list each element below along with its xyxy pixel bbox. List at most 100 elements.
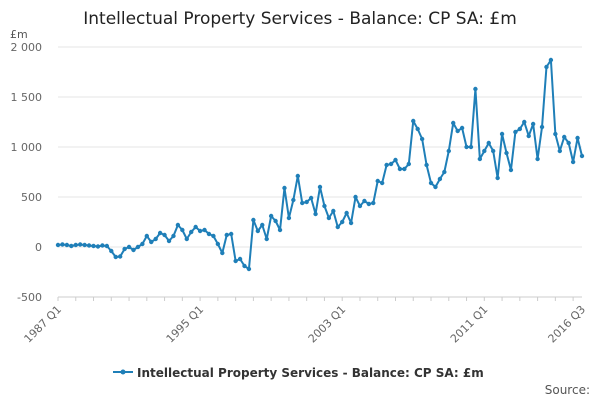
- data-point[interactable]: [424, 162, 429, 168]
- data-point[interactable]: [428, 180, 434, 186]
- data-point[interactable]: [508, 167, 514, 173]
- data-point[interactable]: [144, 233, 150, 239]
- data-point[interactable]: [224, 232, 229, 238]
- data-point[interactable]: [193, 224, 198, 230]
- data-point[interactable]: [86, 243, 92, 248]
- data-point[interactable]: [64, 242, 70, 248]
- data-point[interactable]: [526, 133, 531, 139]
- data-point[interactable]: [109, 248, 114, 254]
- data-point[interactable]: [517, 126, 523, 132]
- data-point[interactable]: [322, 203, 327, 209]
- data-point[interactable]: [482, 148, 487, 154]
- data-point[interactable]: [268, 213, 274, 219]
- data-point[interactable]: [442, 169, 447, 175]
- data-point[interactable]: [113, 254, 118, 260]
- data-point[interactable]: [331, 208, 336, 214]
- data-point[interactable]: [562, 134, 567, 140]
- data-point[interactable]: [468, 144, 474, 150]
- data-point[interactable]: [55, 242, 61, 248]
- data-point[interactable]: [82, 242, 87, 248]
- data-point[interactable]: [384, 162, 389, 168]
- data-point[interactable]: [237, 256, 243, 262]
- data-point[interactable]: [171, 233, 176, 239]
- data-point[interactable]: [575, 135, 580, 141]
- data-point[interactable]: [388, 161, 394, 167]
- data-point[interactable]: [459, 125, 465, 131]
- data-point[interactable]: [375, 178, 380, 184]
- data-point[interactable]: [180, 227, 185, 233]
- data-point[interactable]: [490, 148, 496, 154]
- data-point[interactable]: [260, 222, 265, 228]
- data-point[interactable]: [353, 194, 358, 200]
- data-point[interactable]: [228, 231, 234, 237]
- legend[interactable]: Intellectual Property Services - Balance…: [113, 366, 484, 380]
- data-point[interactable]: [95, 244, 101, 249]
- data-point[interactable]: [411, 118, 416, 124]
- data-point[interactable]: [464, 144, 469, 150]
- data-point[interactable]: [557, 148, 562, 154]
- data-point[interactable]: [246, 266, 252, 272]
- data-point[interactable]: [304, 199, 309, 205]
- data-point[interactable]: [535, 156, 540, 162]
- data-point[interactable]: [122, 246, 127, 252]
- data-point[interactable]: [104, 243, 110, 249]
- data-point[interactable]: [251, 217, 256, 223]
- data-point[interactable]: [166, 238, 172, 244]
- data-point[interactable]: [78, 242, 83, 247]
- data-point[interactable]: [153, 236, 158, 242]
- data-point[interactable]: [149, 239, 154, 245]
- data-point[interactable]: [326, 215, 332, 221]
- data-point[interactable]: [553, 131, 558, 137]
- data-point[interactable]: [566, 140, 571, 146]
- data-point[interactable]: [486, 140, 491, 146]
- data-point[interactable]: [539, 124, 545, 130]
- data-point[interactable]: [473, 86, 478, 92]
- data-point[interactable]: [415, 126, 420, 132]
- data-point[interactable]: [126, 244, 132, 250]
- data-point[interactable]: [69, 243, 74, 249]
- data-point[interactable]: [357, 203, 363, 209]
- data-point[interactable]: [135, 244, 141, 250]
- data-point[interactable]: [340, 219, 345, 225]
- data-point[interactable]: [175, 222, 181, 228]
- data-point[interactable]: [406, 161, 412, 167]
- data-point[interactable]: [189, 229, 194, 235]
- data-point[interactable]: [437, 176, 443, 182]
- data-point[interactable]: [295, 173, 300, 179]
- data-point[interactable]: [117, 254, 123, 259]
- data-point[interactable]: [397, 166, 403, 172]
- data-point[interactable]: [211, 233, 216, 239]
- data-point[interactable]: [264, 236, 269, 242]
- data-point[interactable]: [402, 166, 407, 172]
- data-point[interactable]: [570, 159, 576, 165]
- data-point[interactable]: [140, 241, 145, 247]
- data-point[interactable]: [335, 224, 340, 230]
- data-point[interactable]: [371, 200, 376, 206]
- data-point[interactable]: [317, 184, 323, 190]
- data-point[interactable]: [446, 148, 451, 154]
- data-point[interactable]: [477, 156, 483, 162]
- data-point[interactable]: [300, 200, 305, 206]
- data-point[interactable]: [504, 150, 509, 156]
- data-point[interactable]: [495, 175, 500, 181]
- data-point[interactable]: [362, 198, 367, 204]
- data-point[interactable]: [206, 231, 212, 237]
- data-point[interactable]: [393, 157, 398, 163]
- data-point[interactable]: [73, 242, 78, 248]
- data-point[interactable]: [313, 211, 318, 217]
- data-point[interactable]: [579, 153, 585, 159]
- data-point[interactable]: [379, 180, 385, 186]
- data-point[interactable]: [451, 120, 456, 126]
- data-point[interactable]: [157, 230, 163, 236]
- data-point[interactable]: [255, 228, 261, 234]
- data-point[interactable]: [162, 232, 167, 238]
- data-point[interactable]: [131, 247, 136, 253]
- data-point[interactable]: [433, 184, 438, 190]
- data-point[interactable]: [202, 227, 207, 233]
- data-point[interactable]: [215, 241, 221, 247]
- data-point[interactable]: [277, 227, 283, 233]
- data-point[interactable]: [455, 128, 460, 134]
- data-point[interactable]: [530, 121, 536, 127]
- data-point[interactable]: [220, 250, 225, 256]
- data-point[interactable]: [197, 228, 203, 234]
